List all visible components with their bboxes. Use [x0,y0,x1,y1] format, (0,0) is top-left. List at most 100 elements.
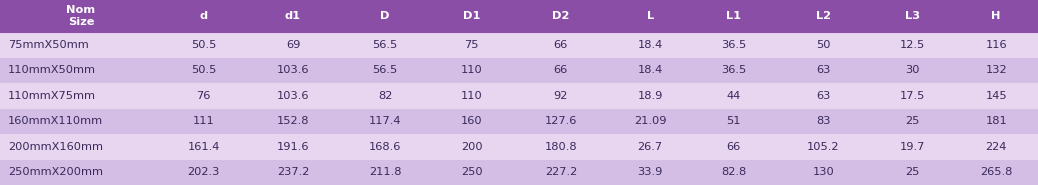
Bar [775,32,871,58]
Text: 51: 51 [727,116,741,126]
Bar [162,134,246,159]
Bar [340,83,430,108]
Bar [0,159,162,185]
Bar [871,108,954,134]
Bar [692,159,775,185]
Bar [954,159,1038,185]
Bar [954,0,1038,32]
Bar [871,159,954,185]
Text: 44: 44 [727,91,741,101]
Bar [514,159,608,185]
Text: 127.6: 127.6 [545,116,577,126]
Bar [775,134,871,159]
Bar [340,58,430,83]
Text: 18.4: 18.4 [637,40,663,50]
Bar [775,108,871,134]
Text: D: D [380,11,390,21]
Bar [692,32,775,58]
Text: 50: 50 [816,40,830,50]
Bar [775,83,871,108]
Bar [246,0,340,32]
Bar [430,58,514,83]
Text: 110mmX75mm: 110mmX75mm [8,91,97,101]
Text: 111: 111 [193,116,215,126]
Text: 33.9: 33.9 [637,167,663,177]
Bar [340,108,430,134]
Text: 105.2: 105.2 [807,142,840,152]
Text: D2: D2 [552,11,570,21]
Bar [871,0,954,32]
Text: 161.4: 161.4 [188,142,220,152]
Bar [692,108,775,134]
Bar [246,108,340,134]
Bar [162,83,246,108]
Text: 19.7: 19.7 [900,142,925,152]
Text: 200: 200 [461,142,483,152]
Text: H: H [991,11,1001,21]
Bar [871,32,954,58]
Bar [871,134,954,159]
Bar [514,134,608,159]
Text: 76: 76 [196,91,211,101]
Bar [0,134,162,159]
Bar [0,32,162,58]
Bar [608,32,692,58]
Bar [246,159,340,185]
Text: 18.9: 18.9 [637,91,663,101]
Bar [430,134,514,159]
Text: 75: 75 [464,40,479,50]
Bar [340,32,430,58]
Bar [430,32,514,58]
Bar [775,159,871,185]
Text: 36.5: 36.5 [721,65,746,75]
Text: 110: 110 [461,65,483,75]
Bar [954,83,1038,108]
Text: 82: 82 [378,91,392,101]
Text: 56.5: 56.5 [373,40,398,50]
Text: 180.8: 180.8 [545,142,577,152]
Text: 50.5: 50.5 [191,65,216,75]
Bar [162,32,246,58]
Bar [954,32,1038,58]
Bar [954,108,1038,134]
Text: Nom
Size: Nom Size [66,5,95,27]
Text: 63: 63 [816,65,830,75]
Text: 191.6: 191.6 [277,142,309,152]
Text: L2: L2 [816,11,830,21]
Bar [246,83,340,108]
Bar [514,83,608,108]
Bar [514,108,608,134]
Text: 56.5: 56.5 [373,65,398,75]
Bar [0,108,162,134]
Text: 50.5: 50.5 [191,40,216,50]
Text: L1: L1 [727,11,741,21]
Text: 30: 30 [905,65,920,75]
Bar [430,0,514,32]
Text: 181: 181 [985,116,1007,126]
Text: 66: 66 [553,40,568,50]
Bar [608,58,692,83]
Text: 130: 130 [813,167,834,177]
Bar [608,134,692,159]
Text: 250: 250 [461,167,483,177]
Bar [775,58,871,83]
Bar [430,83,514,108]
Text: 36.5: 36.5 [721,40,746,50]
Text: 110mmX50mm: 110mmX50mm [8,65,97,75]
Text: d: d [199,11,208,21]
Text: 92: 92 [553,91,568,101]
Bar [608,83,692,108]
Text: 26.7: 26.7 [637,142,662,152]
Bar [871,58,954,83]
Bar [692,134,775,159]
Text: 237.2: 237.2 [277,167,309,177]
Text: L3: L3 [905,11,920,21]
Text: 103.6: 103.6 [277,65,309,75]
Text: 25: 25 [905,116,920,126]
Bar [954,58,1038,83]
Text: 132: 132 [985,65,1007,75]
Text: 25: 25 [905,167,920,177]
Bar [514,32,608,58]
Bar [514,0,608,32]
Text: 83: 83 [816,116,830,126]
